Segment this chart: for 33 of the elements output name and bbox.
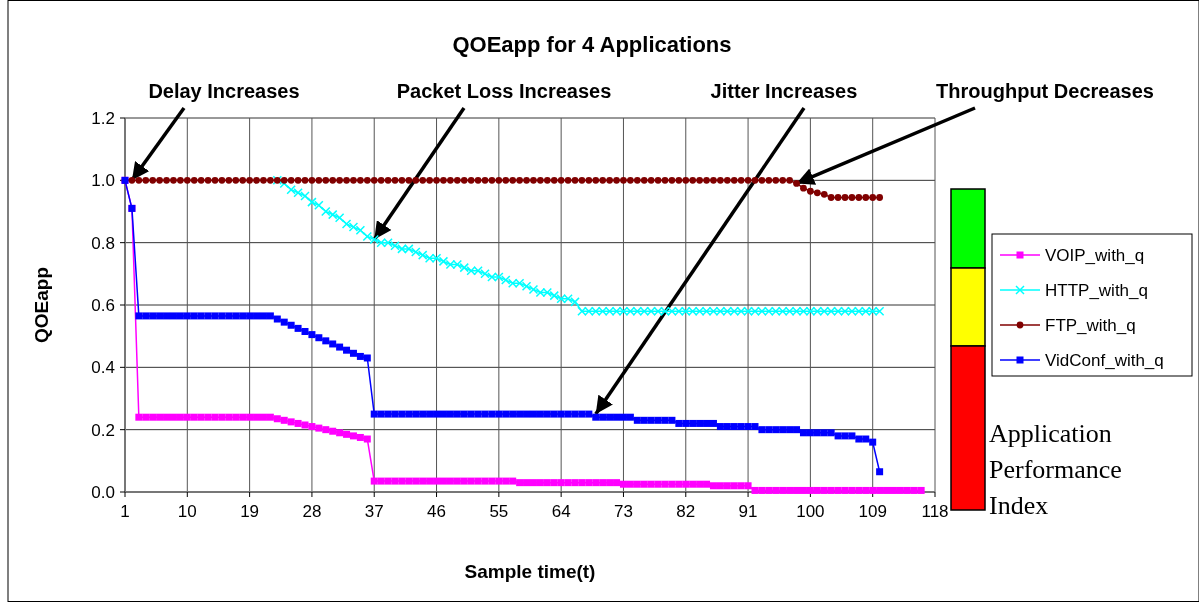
x-tick-label: 100 bbox=[796, 502, 825, 521]
legend-label: VidConf_with_q bbox=[1045, 350, 1164, 370]
x-tick-label: 118 bbox=[921, 502, 949, 521]
x-tick-label: 10 bbox=[177, 502, 197, 521]
x-tick-label: 19 bbox=[240, 502, 260, 521]
legend-label: HTTP_with_q bbox=[1045, 280, 1148, 300]
x-tick-label: 37 bbox=[364, 502, 384, 521]
x-tick-label: 109 bbox=[858, 502, 887, 521]
annotation: Packet Loss Increases bbox=[396, 80, 612, 102]
legend-label: FTP_with_q bbox=[1045, 315, 1136, 335]
x-tick-label: 73 bbox=[614, 502, 633, 521]
annotation: Throughput Decreases bbox=[936, 80, 1154, 102]
y-tick-label: 0.4 bbox=[91, 358, 115, 378]
x-tick-label: 82 bbox=[676, 502, 696, 521]
legend-label: VOIP_with_q bbox=[1045, 245, 1145, 265]
text: Application Performance Index bbox=[989, 419, 1122, 520]
annotation: Delay Increases bbox=[148, 80, 300, 102]
annotation: Jitter Increases bbox=[710, 80, 858, 102]
x-tick-label: 55 bbox=[489, 502, 509, 521]
y-tick-label: 0.6 bbox=[91, 295, 115, 315]
x-tick-label: 64 bbox=[551, 502, 571, 521]
y-tick-label: 1.0 bbox=[91, 171, 115, 191]
x-tick-label: 28 bbox=[302, 502, 322, 521]
y-tick-label: 1.2 bbox=[91, 108, 115, 128]
y-tick-label: 0.0 bbox=[91, 482, 115, 502]
x-tick-label: 91 bbox=[738, 502, 758, 521]
chart-title: QOEapp for 4 Applications bbox=[452, 32, 732, 57]
y-axis-title: QOEapp bbox=[31, 266, 52, 344]
y-tick-label: 0.2 bbox=[91, 420, 115, 440]
x-tick-label: 1 bbox=[120, 502, 130, 521]
x-tick-label: 46 bbox=[427, 502, 446, 521]
x-axis-title: Sample time(t) bbox=[464, 561, 596, 582]
y-tick-label: 0.8 bbox=[91, 233, 115, 253]
